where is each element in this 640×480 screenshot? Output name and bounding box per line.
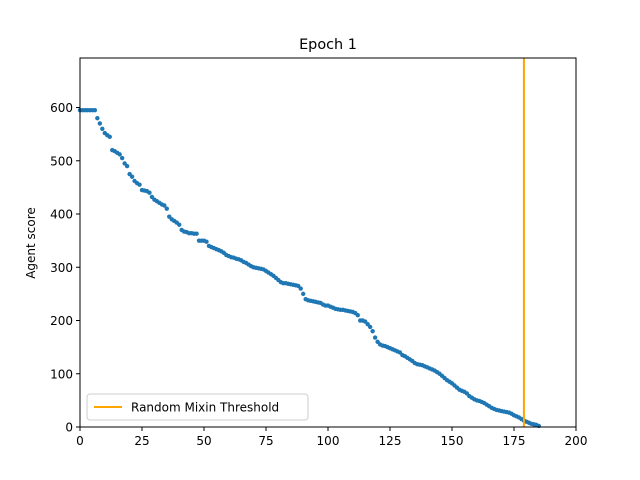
y-tick-label: 600 (50, 101, 73, 115)
data-point (100, 126, 105, 132)
data-point (164, 206, 169, 211)
data-point (95, 115, 100, 121)
legend: Random Mixin Threshold (86, 393, 309, 421)
y-tick-label: 500 (50, 154, 73, 168)
data-point (119, 155, 125, 161)
data-point (355, 312, 360, 318)
plot-background (80, 58, 576, 427)
data-point (129, 174, 135, 179)
x-tick-label: 0 (76, 434, 84, 448)
y-tick-label: 200 (50, 314, 73, 328)
x-tick-label: 75 (258, 434, 273, 448)
data-point (194, 231, 199, 236)
data-point (137, 182, 142, 187)
data-point (177, 222, 182, 227)
data-point (97, 121, 103, 126)
data-point (298, 286, 303, 291)
data-point (370, 328, 375, 334)
data-point (162, 203, 167, 208)
x-tick-label: 50 (196, 434, 211, 448)
data-point (117, 152, 122, 157)
y-tick-label: 400 (50, 208, 73, 222)
data-point (372, 335, 378, 340)
data-points (77, 107, 541, 429)
data-point (107, 134, 112, 140)
x-tick-label: 100 (317, 434, 340, 448)
x-tick-label: 150 (441, 434, 464, 448)
y-tick-label: 300 (50, 261, 73, 275)
data-point (367, 324, 373, 330)
y-axis-label: Agent score (24, 207, 38, 279)
chart-title: Epoch 1 (299, 37, 357, 53)
data-point (92, 107, 98, 113)
data-point (147, 190, 152, 195)
plot-area: 0 25 50 75 100 125 150 175 200 0 100 200 300 400 500 60… (50, 57, 588, 448)
legend-box (86, 393, 309, 421)
x-tick-label: 200 (565, 434, 588, 448)
data-point (204, 239, 209, 244)
x-tick-label: 175 (503, 434, 526, 448)
data-point (301, 291, 306, 297)
legend-label: Random Mixin Threshold (131, 401, 279, 415)
x-tick-label: 25 (134, 434, 149, 448)
x-tick-label: 125 (379, 434, 402, 448)
y-tick-label: 100 (50, 367, 73, 381)
data-point (124, 163, 130, 169)
y-tick-label: 0 (65, 421, 73, 435)
